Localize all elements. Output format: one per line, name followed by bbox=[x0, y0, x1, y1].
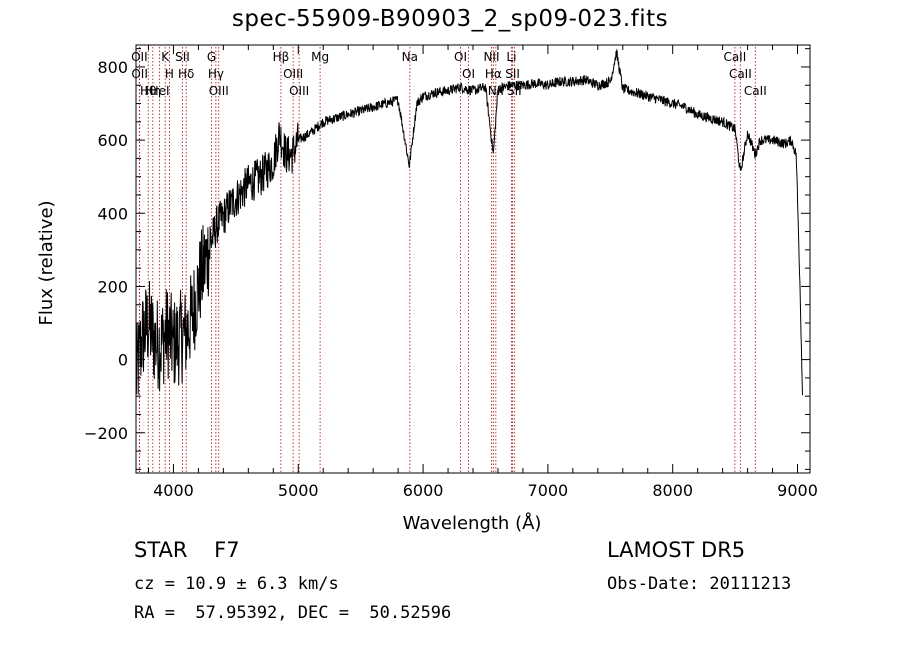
line-marker-label: Na bbox=[402, 50, 418, 64]
y-tick-label: 0 bbox=[118, 351, 128, 370]
line-marker-label: SII bbox=[507, 84, 522, 98]
line-marker-label: NII bbox=[488, 84, 504, 98]
survey-name: LAMOST DR5 bbox=[607, 538, 746, 562]
y-tick-label: 400 bbox=[97, 204, 128, 223]
line-marker-label: SII bbox=[505, 67, 520, 81]
line-marker-label: Li bbox=[506, 50, 516, 64]
line-marker-label: NII bbox=[483, 50, 499, 64]
line-marker-label: K bbox=[161, 50, 170, 64]
x-tick-label: 9000 bbox=[777, 481, 818, 500]
redshift-velocity: cz = 10.9 ± 6.3 km/s bbox=[134, 574, 339, 594]
line-marker-label: CaII bbox=[729, 67, 752, 81]
line-marker-label: Hδ bbox=[178, 67, 194, 81]
chart-title: spec-55909-B90903_2_sp09-023.fits bbox=[231, 6, 669, 32]
y-tick-label: 600 bbox=[97, 131, 128, 150]
plot-frame bbox=[135, 44, 811, 474]
x-tick-label: 5000 bbox=[278, 481, 319, 500]
line-marker-label: HeI bbox=[150, 84, 170, 98]
line-marker-label: G bbox=[207, 50, 216, 64]
line-marker-label: H bbox=[165, 67, 174, 81]
coordinates: RA = 57.95392, DEC = 50.52596 bbox=[134, 603, 452, 623]
line-marker-label: Hη bbox=[145, 84, 162, 98]
line-marker-label: OI bbox=[462, 67, 475, 81]
line-marker-label: OI bbox=[454, 50, 467, 64]
line-marker-label: Hγ bbox=[208, 67, 224, 81]
y-tick-label: 800 bbox=[97, 58, 128, 77]
line-marker-label: CaII bbox=[744, 84, 767, 98]
line-marker-label: CaII bbox=[723, 50, 746, 64]
spectrum-line bbox=[135, 48, 803, 396]
line-marker-label: Mg bbox=[311, 50, 329, 64]
x-tick-label: 4000 bbox=[153, 481, 194, 500]
line-marker-label: OIII bbox=[289, 84, 309, 98]
line-marker-label: Hβ bbox=[273, 50, 290, 64]
x-tick-label: 8000 bbox=[652, 481, 693, 500]
x-tick-label: 6000 bbox=[403, 481, 444, 500]
line-marker-label: Hα bbox=[485, 67, 502, 81]
x-axis-label: Wavelength (Å) bbox=[403, 512, 542, 534]
observation-date: Obs-Date: 20111213 bbox=[607, 574, 792, 594]
y-tick-label: −200 bbox=[84, 424, 128, 443]
y-tick-label: 200 bbox=[97, 277, 128, 296]
line-marker-label: OII bbox=[131, 50, 148, 64]
line-marker-label: OIII bbox=[209, 84, 229, 98]
line-marker-label: OIII bbox=[283, 67, 303, 81]
object-class: STAR F7 bbox=[134, 538, 240, 562]
line-marker-label: OII bbox=[131, 67, 148, 81]
line-marker-label: SII bbox=[175, 50, 190, 64]
y-axis-label: Flux (relative) bbox=[36, 200, 57, 325]
line-marker-label: Hθ bbox=[140, 84, 156, 98]
x-tick-label: 7000 bbox=[528, 481, 569, 500]
axis-ticks: 4000 5000 6000 7000 8000 9000 −200 0 200 400 600 80… bbox=[84, 45, 818, 500]
line-markers bbox=[138, 47, 756, 473]
